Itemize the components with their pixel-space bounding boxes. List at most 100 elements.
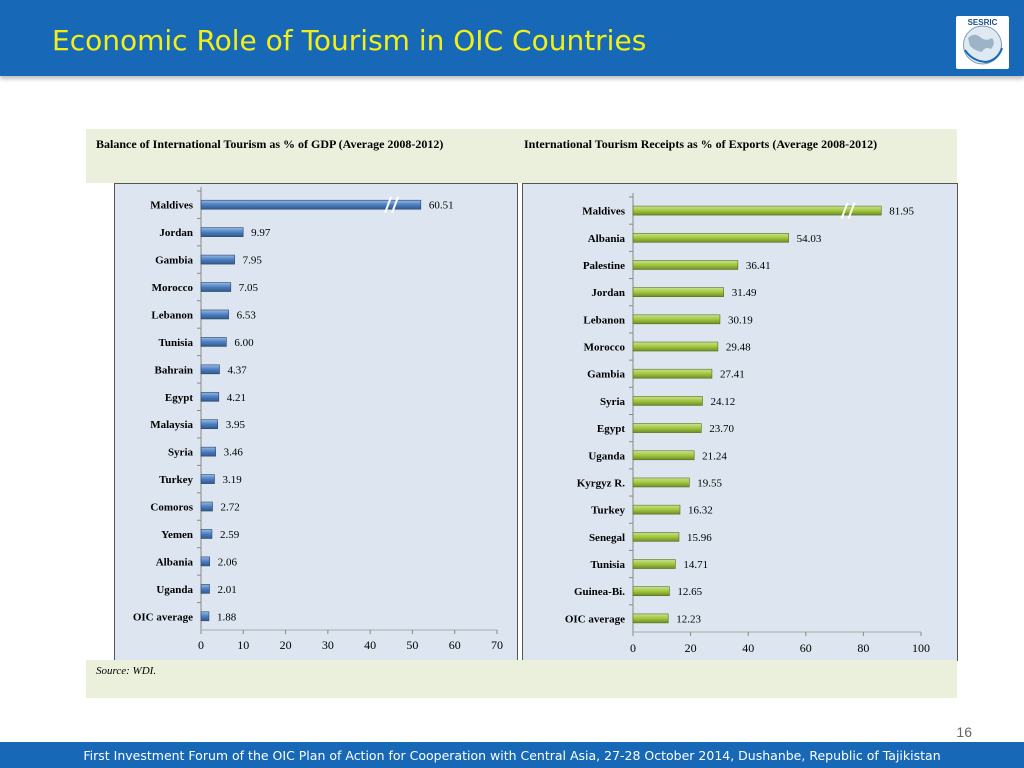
x-tick-label: 60 [449, 638, 461, 652]
source-note: Source: WDI. [96, 665, 157, 677]
x-tick-label: 70 [491, 638, 503, 652]
data-label: 36.41 [746, 260, 771, 272]
data-label: 6.00 [234, 337, 254, 349]
chart-tourism-balance-gdp: 0 10 20 30 40 50 60 70 Maldives 60.51 Jordan 9.97 Ga… [114, 183, 518, 661]
x-tick-label: 40 [742, 641, 754, 655]
category-label: Albania [588, 233, 626, 245]
data-label: 6.53 [237, 309, 257, 321]
bar [632, 205, 882, 216]
category-label: Lebanon [583, 314, 625, 326]
data-label: 1.88 [217, 611, 237, 623]
category-label: Tunisia [159, 337, 194, 349]
category-label: Comoros [150, 502, 193, 514]
category-label: Kyrgyz R. [577, 477, 626, 489]
data-label: 81.95 [889, 206, 914, 218]
data-label: 7.95 [243, 255, 263, 267]
axis-break-mark [384, 196, 393, 214]
globe-icon [963, 25, 1003, 65]
subtitle-panel [86, 129, 957, 183]
bar [200, 611, 210, 622]
bar [632, 450, 695, 461]
category-label: Turkey [159, 474, 193, 486]
data-label: 2.01 [217, 584, 236, 596]
x-tick-label: 60 [800, 641, 812, 655]
data-label: 3.46 [224, 447, 244, 459]
bar [632, 532, 680, 542]
x-tick-label: 0 [630, 641, 636, 655]
category-label: Jordan [591, 287, 625, 299]
bar [632, 586, 670, 597]
slide-title: Economic Role of Tourism in OIC Countrie… [52, 24, 647, 57]
footer-bar [0, 742, 1024, 768]
bar [632, 396, 703, 406]
data-label: 3.95 [226, 419, 246, 431]
sesric-logo: SESRIC [956, 16, 1009, 69]
chart2-plot: 0 20 40 60 80 100 Maldives 81.95 Albania 54.03 Pal… [565, 193, 930, 655]
footer-text: First Investment Forum of the OIC Plan o… [83, 748, 941, 763]
x-tick-label: 40 [364, 638, 376, 652]
logo-text: SESRIC [967, 18, 998, 27]
data-label: 4.21 [227, 392, 246, 404]
bar [632, 504, 681, 515]
category-label: Turkey [591, 505, 625, 517]
category-label: Palestine [583, 260, 625, 272]
bar [200, 474, 215, 484]
axis-break-mark [847, 202, 856, 219]
category-label: Syria [600, 396, 626, 408]
bar [632, 368, 713, 379]
category-label: Morocco [152, 282, 194, 294]
bar [200, 227, 244, 237]
data-label: 4.37 [227, 364, 247, 376]
bar [200, 556, 211, 567]
data-label: 3.19 [222, 474, 242, 486]
data-label: 9.97 [251, 227, 271, 239]
category-label: Uganda [588, 450, 625, 462]
data-label: 29.48 [726, 342, 751, 354]
bar [200, 529, 213, 539]
x-tick-label: 0 [198, 638, 204, 652]
category-label: Albania [156, 556, 194, 568]
source-panel [86, 660, 957, 698]
x-tick-label: 100 [912, 641, 930, 655]
bar [200, 309, 229, 320]
data-label: 15.96 [687, 532, 712, 544]
category-label: Maldives [150, 200, 193, 212]
data-label: 2.59 [220, 529, 240, 541]
bar [200, 446, 216, 457]
bar [632, 314, 721, 325]
category-label: Tunisia [591, 559, 626, 571]
data-label: 12.23 [676, 613, 701, 625]
bar [200, 199, 422, 210]
chart2-title: International Tourism Receipts as % of E… [524, 137, 878, 151]
category-label: Maldives [582, 206, 625, 218]
data-label: 60.51 [429, 200, 454, 212]
chart-tourism-receipts-exports: 0 20 40 60 80 100 Maldives 81.95 Albania 54.03 Pal… [522, 183, 958, 661]
chart1-title: Balance of International Tourism as % of… [96, 137, 444, 151]
x-tick-label: 20 [280, 638, 292, 652]
category-label: Senegal [589, 532, 625, 544]
category-label: Uganda [156, 584, 193, 596]
category-label: Morocco [584, 342, 626, 354]
data-label: 16.32 [688, 505, 713, 517]
bar [632, 341, 719, 352]
data-label: 27.41 [720, 369, 745, 381]
data-label: 24.12 [710, 396, 735, 408]
x-tick-label: 20 [685, 641, 697, 655]
data-label: 31.49 [732, 287, 757, 299]
data-label: 12.65 [677, 586, 702, 598]
category-label: Syria [168, 447, 194, 459]
page-number: 16 [956, 724, 972, 740]
bar [632, 613, 669, 624]
bar [200, 419, 219, 430]
bar [200, 391, 220, 402]
category-label: Yemen [161, 529, 193, 541]
bar [200, 584, 210, 594]
data-label: 21.24 [702, 450, 727, 462]
data-label: 54.03 [797, 233, 822, 245]
bar [200, 364, 220, 375]
x-tick-label: 50 [406, 638, 418, 652]
category-label: Gambia [155, 255, 193, 267]
bar [200, 337, 227, 347]
bar [632, 559, 676, 569]
data-label: 7.05 [239, 282, 259, 294]
